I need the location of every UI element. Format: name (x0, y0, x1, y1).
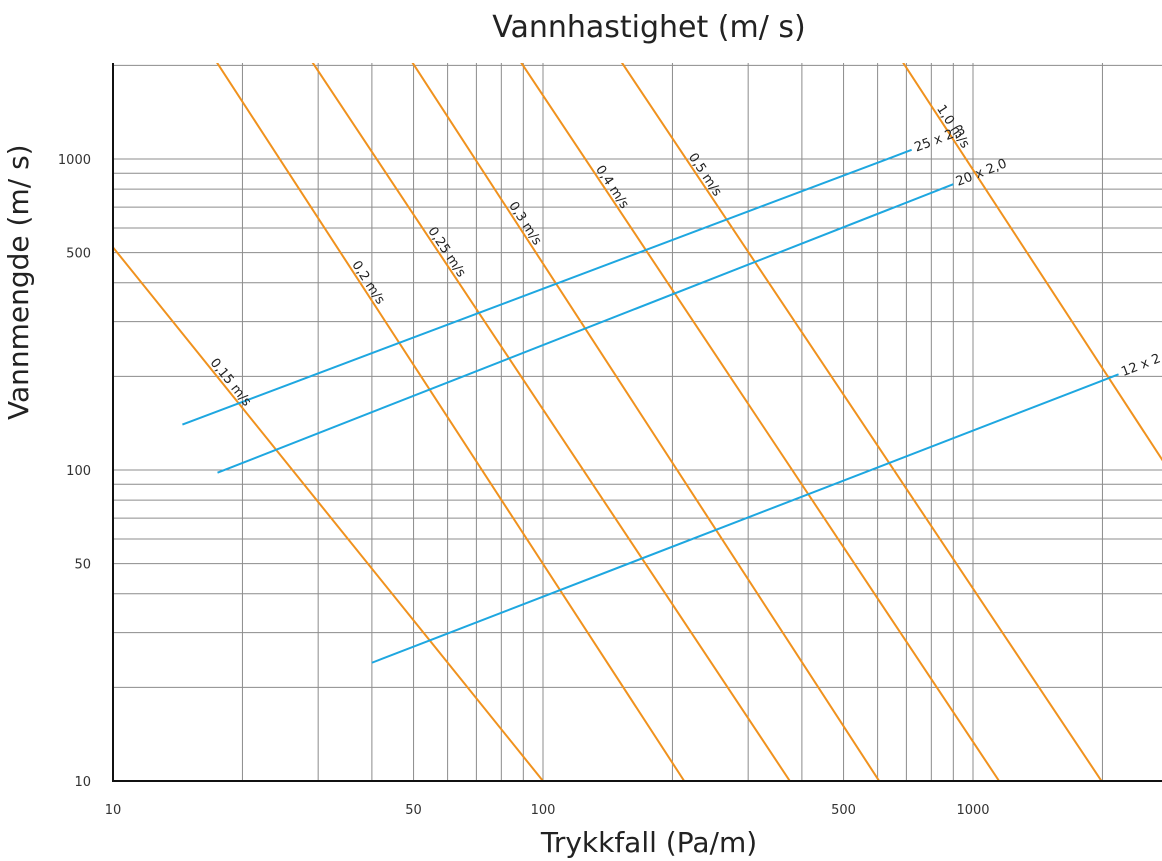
x-axis-title: Trykkfall (Pa/m) (540, 826, 758, 859)
y-axis-title: Vannmengde (m/ s) (2, 144, 35, 420)
x-tick-label: 500 (831, 803, 856, 818)
velocity-label: 0,5 m/s (685, 150, 725, 199)
x-tick-label: 1000 (956, 803, 989, 818)
y-tick-label: 100 (66, 464, 91, 479)
x-tick-label: 50 (405, 803, 422, 818)
velocity-label: 0,15 m/s (207, 356, 255, 410)
velocity-label: 0,4 m/s (592, 163, 632, 212)
y-tick-label: 50 (74, 558, 91, 573)
pipe-line-2 (371, 373, 1119, 664)
velocity-line-3 (411, 63, 880, 781)
velocity-line-0 (113, 246, 544, 781)
velocity-line-5 (620, 63, 1103, 781)
y-tick-label: 500 (66, 247, 91, 262)
velocity-line-1 (216, 63, 686, 781)
grid (113, 63, 1162, 781)
y-tick-label: 10 (74, 775, 91, 790)
series-labels: 0,15 m/s0,2 m/s0,25 m/s0,3 m/s0,4 m/s 0,5… (207, 102, 1162, 409)
pipe-line-1 (217, 183, 954, 474)
velocity-line-6 (902, 63, 1162, 462)
velocity-label: 0,3 m/s (505, 199, 544, 248)
tick-labels: 10 50 100 500 1000 10 50 100 500 1000 (58, 153, 990, 818)
axes (112, 63, 1162, 782)
chart-title: Vannhastighet (m/ s) (492, 10, 806, 45)
pipe-line-0 (182, 148, 913, 426)
velocity-line-4 (520, 63, 1000, 781)
x-tick-label: 100 (531, 803, 556, 818)
series-layer (113, 63, 1162, 781)
y-tick-label: 1000 (58, 153, 91, 168)
x-tick-label: 10 (105, 803, 122, 818)
pipe-label: 12 x 2,0 (1119, 347, 1162, 380)
pipe-label: 20 x 2,0 (954, 156, 1009, 189)
velocity-line-2 (311, 63, 791, 781)
